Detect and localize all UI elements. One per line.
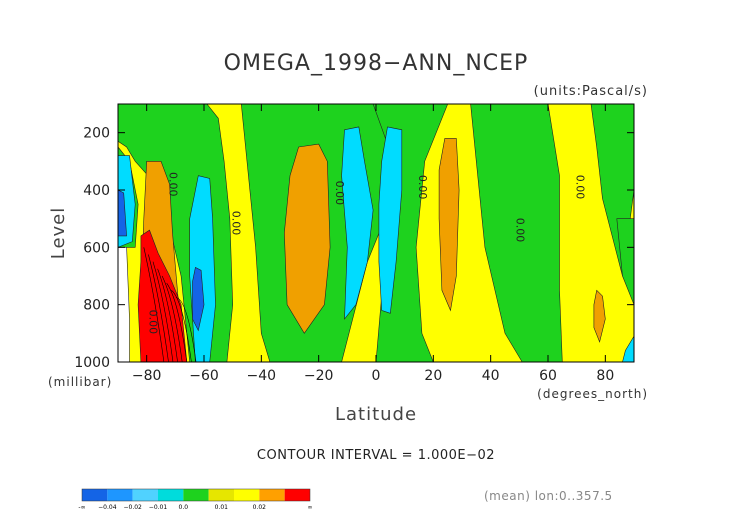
x-units-label: (degrees_north) <box>537 387 648 401</box>
y-tick-label: 400 <box>83 183 110 199</box>
colorbar-label: 0.02 <box>253 504 267 511</box>
contour-line <box>157 268 178 362</box>
region-cyan-npole <box>622 335 634 362</box>
y-axis: 200 400 600 800 1000 <box>74 126 634 371</box>
region-darkblue-south <box>192 266 205 332</box>
colorbar-swatch <box>208 489 234 501</box>
colorbar-label: −0.01 <box>149 504 168 511</box>
x-tick-label: −40 <box>247 368 277 384</box>
colorbar-swatch <box>107 489 133 501</box>
colorbar: -∞ −0.04 −0.02 −0.01 0.0 0.01 0.02 ∞ <box>78 488 313 511</box>
x-tick-label: −60 <box>189 368 219 384</box>
region-orange-subtropics <box>283 143 331 334</box>
x-tick-label: 60 <box>539 368 557 384</box>
colorbar-label: 0.01 <box>215 504 229 511</box>
contour-labels: 0.00 0.00 0.00 0.00 0.00 0.00 0.00 <box>147 172 587 334</box>
x-axis: −80 −60 −40 −20 0 20 40 60 80 <box>132 104 614 384</box>
y-tick-label: 200 <box>83 126 110 142</box>
region-cyan-tropics-west <box>341 126 374 320</box>
colorbar-swatch <box>284 489 310 501</box>
chart-title: OMEGA_1998−ANN_NCEP <box>224 51 529 76</box>
x-tick-label: 80 <box>596 368 614 384</box>
y-tick-label: 600 <box>83 240 110 256</box>
colorbar-swatch <box>259 489 285 501</box>
colorbar-swatch <box>132 489 158 501</box>
contour-line <box>166 283 188 362</box>
region-darkblue-southpole <box>118 189 127 237</box>
contour-label: 0.00 <box>574 175 587 200</box>
mean-note: (mean) lon:0..357.5 <box>484 489 613 503</box>
contour-line <box>175 297 197 362</box>
colorbar-swatch <box>234 489 260 501</box>
y-units-label: (millibar) <box>48 375 112 389</box>
contour-label: 0.00 <box>416 175 429 200</box>
region-green-north <box>470 104 563 362</box>
region-cyan-tropics-east <box>378 126 403 314</box>
colorbar-label: 0.0 <box>179 504 189 511</box>
y-tick-label: 1000 <box>74 355 110 371</box>
contour-line <box>171 290 192 362</box>
x-tick-label: −20 <box>304 368 334 384</box>
colorbar-frame <box>81 488 311 502</box>
colorbar-label: −0.02 <box>123 504 142 511</box>
units-label: (units:Pascal/s) <box>534 84 648 99</box>
colorbar-swatch <box>183 489 209 501</box>
x-tick-label: 40 <box>482 368 500 384</box>
colorbar-swatch <box>82 489 108 501</box>
x-tick-label: 20 <box>424 368 442 384</box>
contour-label: 0.00 <box>147 310 160 335</box>
region-orange-npole <box>593 289 606 343</box>
contour-line <box>152 261 174 362</box>
colorbar-label: −0.04 <box>98 504 117 511</box>
y-axis-label: Level <box>48 207 69 260</box>
contour-label: 0.00 <box>513 218 526 243</box>
region-orange-north <box>438 138 460 312</box>
contour-label: 0.00 <box>333 181 346 206</box>
colorbar-swatch <box>158 489 184 501</box>
region-green-npole-low <box>616 218 634 305</box>
contour-label: 0.00 <box>167 172 180 197</box>
colorbar-label: -∞ <box>78 504 85 511</box>
plot-area <box>118 104 634 362</box>
colorbar-label: ∞ <box>308 504 313 511</box>
x-tick-label: −80 <box>132 368 162 384</box>
region-cyan-south <box>189 175 216 362</box>
contour-line <box>148 254 169 362</box>
contour-line <box>161 275 183 362</box>
contour-label: 0.00 <box>230 211 243 236</box>
y-tick-label: 800 <box>83 298 110 314</box>
contour-line <box>143 247 165 362</box>
x-tick-label: 0 <box>372 368 381 384</box>
x-axis-label: Latitude <box>335 404 417 425</box>
contour-interval-label: CONTOUR INTERVAL = 1.000E−02 <box>257 448 495 463</box>
